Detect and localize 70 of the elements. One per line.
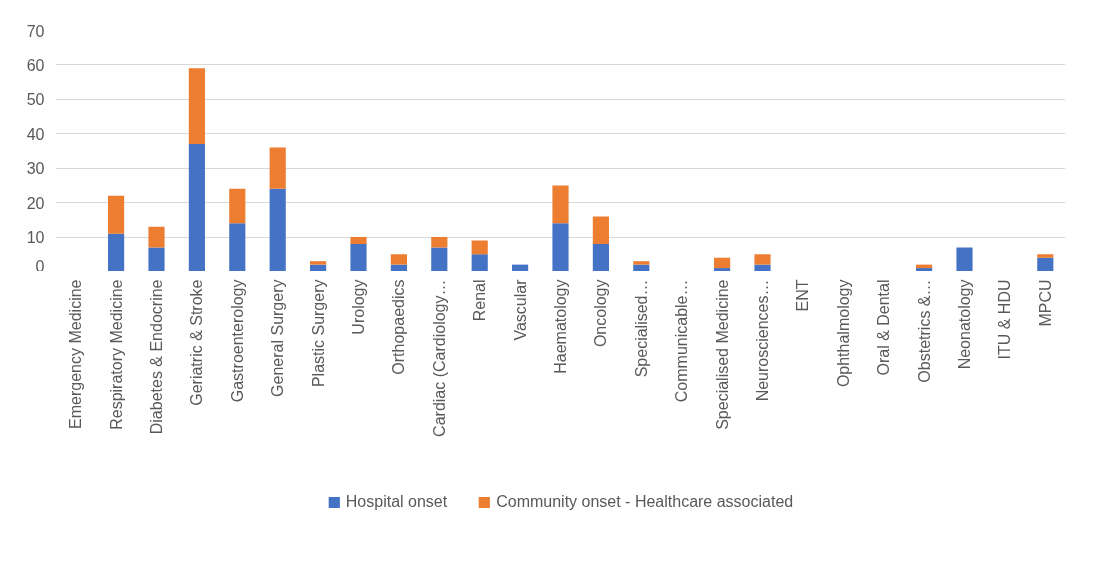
bar [269, 188, 286, 271]
bar [188, 144, 205, 271]
x-tick-label: Cardiac (Cardiology… [430, 279, 448, 437]
bar [633, 264, 650, 271]
x-tick-label: Communicable… [673, 279, 691, 403]
bar [1037, 254, 1054, 258]
y-tick-label: 10 [26, 229, 45, 247]
bar [310, 264, 327, 271]
bar [229, 188, 246, 224]
bar [714, 257, 731, 269]
bar [592, 243, 609, 271]
y-tick-label: 70 [26, 22, 45, 40]
x-tick-label: Specialised… [632, 279, 650, 378]
bar [390, 264, 407, 271]
x-tick-label: Ophthalmology [834, 279, 852, 388]
bar [471, 240, 488, 255]
y-tick-label: 60 [26, 56, 45, 74]
bar [269, 147, 286, 189]
bar [754, 254, 771, 265]
x-tick-label: Neonatology [956, 279, 973, 370]
x-tick-label: Emergency Medicine [67, 279, 85, 429]
x-tick-label: Plastic Surgery [309, 279, 327, 388]
bar [431, 237, 448, 248]
bar [229, 223, 246, 271]
legend-label: Hospital onset [345, 493, 448, 511]
x-tick-label: ITU & HDU [996, 279, 1014, 360]
bar [188, 68, 205, 145]
x-tick-label: Specialised Medicine [713, 279, 731, 430]
x-tick-label: Obstetrics &… [915, 279, 933, 383]
y-tick-label: 40 [26, 125, 45, 143]
x-tick-label: Vascular [511, 278, 529, 341]
x-tick-label: Renal [471, 279, 489, 322]
bar [108, 233, 125, 271]
x-tick-label: Gastroenterology [228, 279, 246, 403]
bar [471, 254, 488, 271]
bar [956, 247, 973, 271]
bar [916, 268, 933, 271]
bar [754, 264, 771, 271]
x-tick-label: MPCU [1036, 279, 1054, 327]
bar [633, 261, 650, 265]
bar [714, 268, 731, 271]
bar [148, 247, 165, 271]
x-tick-label: Orthopaedics [390, 279, 408, 375]
y-tick-label: 20 [26, 194, 45, 212]
bar [552, 185, 569, 224]
bar [431, 247, 448, 271]
x-tick-label: Neurosciences… [754, 279, 771, 402]
x-tick-label: Respiratory Medicine [107, 279, 125, 430]
x-tick-label: Oral & Dental [875, 279, 893, 376]
x-tick-label: Geriatric & Stroke [188, 279, 206, 406]
y-tick-label: 0 [35, 257, 45, 275]
bar [552, 223, 569, 271]
y-tick-label: 50 [26, 91, 45, 109]
bar [1037, 257, 1054, 271]
bar [592, 216, 609, 244]
x-tick-label: Haematology [552, 279, 569, 374]
bar [350, 243, 367, 271]
bar [310, 261, 327, 265]
bar [390, 254, 407, 265]
y-tick-label: 30 [26, 160, 45, 178]
legend-label: Community onset - Healthcare associated [496, 493, 794, 511]
x-tick-label: ENT [794, 279, 812, 312]
x-tick-label: Oncology [592, 279, 610, 348]
bar [512, 264, 529, 271]
x-tick-label: Diabetes & Endocrine [148, 279, 165, 435]
bar [108, 195, 125, 234]
bar [350, 237, 367, 244]
x-tick-label: General Surgery [269, 279, 287, 397]
x-tick-label: Urology [350, 279, 367, 335]
bar [148, 226, 165, 248]
